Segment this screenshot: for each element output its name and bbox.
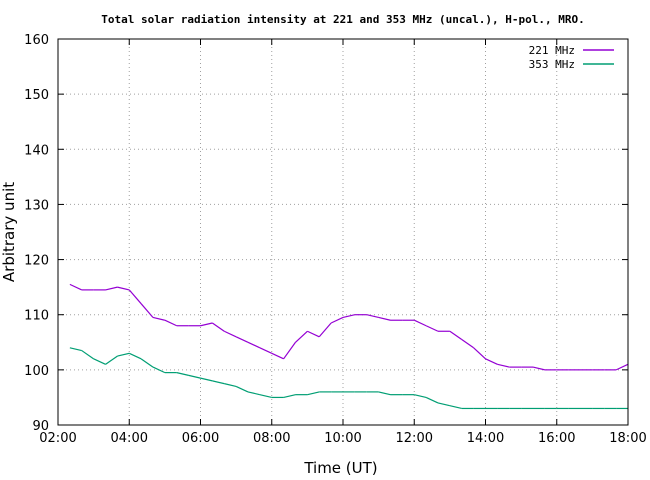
legend: 221 MHz 353 MHz <box>529 44 614 71</box>
series-221-mhz-segment <box>532 366 546 371</box>
series-221-mhz-segment <box>473 347 486 360</box>
x-tick-label: 16:00 <box>538 431 575 446</box>
series-221-mhz-segment <box>259 347 273 354</box>
series-353-mhz-segment <box>200 377 213 382</box>
series-353-mhz-segment <box>283 394 296 399</box>
series-353-mhz-segment <box>212 380 225 385</box>
series-221-mhz-segment <box>69 283 83 291</box>
y-tick-label: 110 <box>24 309 49 324</box>
x-tick-label: 18:00 <box>609 431 646 446</box>
series-353-mhz-segment <box>425 396 439 404</box>
series-221-mhz-segment <box>318 322 332 338</box>
series-221-mhz-segment <box>378 316 391 321</box>
series-353-mhz-segment <box>259 394 272 399</box>
series-221-mhz-segment <box>366 314 379 319</box>
y-axis-label: Arbitrary unit <box>0 182 18 282</box>
series-353-mhz-segment <box>69 347 82 352</box>
x-tick-label: 04:00 <box>111 431 148 446</box>
series-221-mhz-segment <box>615 363 629 371</box>
series-353-mhz-segment <box>247 391 261 396</box>
series-221-mhz-segment <box>425 325 439 332</box>
series-353-mhz-segment <box>81 350 94 360</box>
plot-area <box>69 283 629 410</box>
series-353-mhz-segment <box>235 385 249 393</box>
series-353-mhz-segment <box>117 352 130 357</box>
series-353-mhz-segment <box>176 372 189 376</box>
series-353-mhz-segment <box>437 402 451 407</box>
series-221-mhz-segment <box>128 289 142 305</box>
series-353-mhz-segment <box>224 383 237 387</box>
x-axis-label: Time (UT) <box>303 459 377 477</box>
x-tick-label: 14:00 <box>467 431 504 446</box>
series-221-mhz-segment <box>271 352 284 360</box>
x-tick-label: 12:00 <box>396 431 433 446</box>
series-221-mhz-segment <box>330 316 344 324</box>
series-221-mhz-segment <box>295 330 308 343</box>
series-221-mhz-segment <box>461 339 474 349</box>
series-353-mhz-segment <box>93 358 106 365</box>
chart-title: Total solar radiation intensity at 221 a… <box>101 13 584 26</box>
series-353-mhz-segment <box>140 358 154 368</box>
series-221-mhz-segment <box>152 316 166 321</box>
y-tick-label: 150 <box>24 88 49 103</box>
y-tick-label: 160 <box>24 33 49 48</box>
y-tick-label: 130 <box>24 198 49 213</box>
x-tick-label: 10:00 <box>324 431 361 446</box>
series-221-mhz-segment <box>140 303 154 318</box>
x-tick-label: 02:00 <box>39 431 76 446</box>
series-221-mhz-segment <box>164 319 178 327</box>
x-tick-label: 08:00 <box>253 431 290 446</box>
series-353-mhz-segment <box>449 405 462 410</box>
series-221-mhz-segment <box>212 322 225 332</box>
ticks: 02:00 04:00 06:00 08:00 10:00 12:00 14:00 16:00… <box>24 33 647 446</box>
series-353-mhz-segment <box>128 352 142 360</box>
legend-label-353: 353 MHz <box>529 58 575 71</box>
series-221-mhz-segment <box>283 341 296 360</box>
series-221-mhz-segment <box>342 314 356 319</box>
series-353-mhz-segment <box>188 374 201 379</box>
series-353-mhz-segment <box>307 391 320 396</box>
grid <box>58 39 628 425</box>
series-221-mhz-segment <box>200 322 213 327</box>
series-221-mhz-segment <box>247 341 261 349</box>
series-221-mhz-segment <box>117 286 130 291</box>
series-221-mhz-segment <box>105 286 118 291</box>
series-353-mhz-segment <box>152 366 166 374</box>
series-221-mhz-segment <box>307 330 320 338</box>
series-221-mhz-segment <box>449 330 463 341</box>
series-221-mhz-segment <box>235 336 249 343</box>
y-tick-label: 140 <box>24 143 49 158</box>
y-tick-label: 100 <box>24 364 49 379</box>
legend-label-221: 221 MHz <box>529 44 575 57</box>
series-221-mhz-segment <box>223 330 237 338</box>
y-tick-label: 120 <box>24 254 49 269</box>
series-221-mhz-segment <box>485 358 498 365</box>
series-353-mhz-segment <box>105 355 118 365</box>
series-221-mhz-segment <box>497 363 510 368</box>
x-tick-label: 06:00 <box>182 431 219 446</box>
series-353-mhz-segment <box>378 391 391 396</box>
y-tick-label: 90 <box>32 419 49 434</box>
series-353-mhz-segment <box>414 394 427 399</box>
series-221-mhz-segment <box>413 319 427 327</box>
